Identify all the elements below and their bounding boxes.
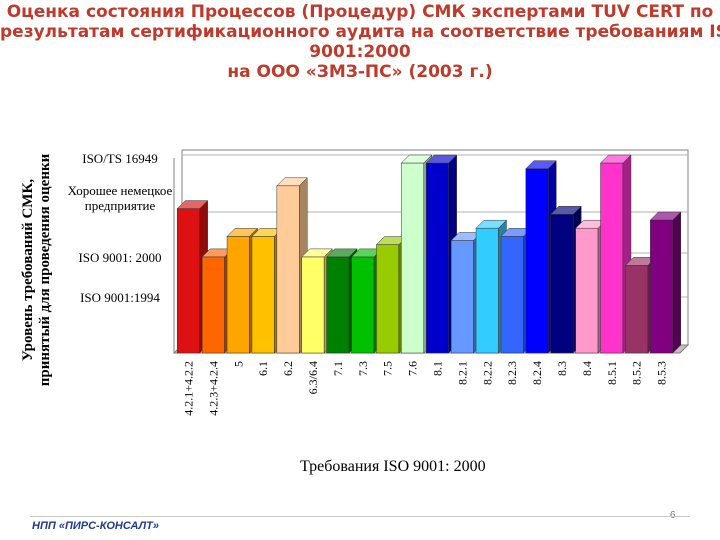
level-label-good-german-company: Хорошее немецкое предприятие: [67, 183, 173, 213]
bar-top-15: [550, 206, 582, 215]
x-tick-label-12: 8.2.2: [480, 361, 494, 385]
bar-front-17: [600, 162, 624, 354]
bar-top-0: [176, 200, 209, 209]
x-tick-label-19: 8.5.3: [655, 361, 669, 385]
bar-top-2: [226, 228, 259, 237]
x-tick-label-7: 7.3: [356, 361, 370, 376]
bar-front-10: [425, 162, 449, 354]
bar-front-14: [525, 168, 549, 354]
x-tick-label-13: 8.2.3: [505, 361, 519, 385]
bar-side-19: [672, 211, 682, 354]
title-line: 9001:2000: [309, 42, 411, 62]
x-tick-label-6: 7.1: [331, 361, 345, 376]
footer-divider: [30, 516, 690, 517]
title-line: результатам сертификационного аудита на …: [0, 22, 720, 42]
title-line: Оценка состояния Процессов (Процедур) СМ…: [6, 2, 714, 22]
x-axis-label: Требования ISO 9001: 2000: [300, 458, 486, 475]
bar-front-5: [301, 256, 325, 354]
x-tick-label-11: 8.2.1: [455, 361, 469, 385]
level-label-iso-ts-16949: ISO/TS 16949: [82, 151, 158, 166]
bar-front-13: [500, 236, 524, 354]
bar-front-11: [450, 240, 474, 354]
bar-front-7: [351, 256, 375, 354]
bar-front-9: [401, 162, 425, 354]
x-tick-label-1: 4.2.3+4.2.4: [206, 361, 220, 416]
bar-top-14: [525, 160, 557, 169]
bar-front-6: [326, 256, 350, 354]
x-tick-label-17: 8.5.1: [605, 361, 619, 385]
bar-front-19: [650, 219, 674, 354]
level-label-iso-2000: ISO 9001: 2000: [78, 250, 162, 265]
bar-front-12: [475, 227, 499, 354]
bar-top-9: [400, 154, 433, 164]
x-tick-label-3: 6.1: [256, 361, 270, 376]
x-tick-label-15: 8.3: [555, 361, 569, 376]
bar-front-3: [251, 236, 275, 354]
level-label-iso-1994: ISO 9001:1994: [80, 290, 160, 305]
bar-top-4: [276, 177, 308, 187]
bar-front-1: [201, 256, 225, 354]
bar-top-6: [326, 248, 358, 258]
footer-company: НПП «ПИРС-КОНСАЛТ»: [32, 520, 159, 532]
bar-front-0: [176, 208, 200, 354]
bar-front-2: [226, 236, 250, 354]
x-tick-label-14: 8.2.4: [530, 361, 544, 385]
x-tick-label-5: 6.3/6.4: [306, 361, 320, 394]
bar-front-8: [376, 244, 400, 354]
x-tick-label-9: 7.6: [406, 361, 420, 376]
bar-top-19: [649, 211, 682, 221]
x-tick-label-2: 5: [231, 361, 245, 367]
page-number: 6: [670, 510, 676, 521]
x-tick-label-16: 8.4: [580, 361, 594, 376]
bar-front-4: [276, 185, 300, 354]
x-tick-label-0: 4.2.1+4.2.2: [181, 361, 195, 416]
x-tick-label-10: 8.1: [430, 361, 444, 376]
bar-front-18: [625, 265, 649, 354]
x-tick-label-18: 8.5.2: [630, 361, 644, 385]
x-tick-label-4: 6.2: [281, 361, 295, 376]
bar-top-12: [475, 219, 508, 229]
bar-top-10: [425, 154, 458, 164]
x-tick-label-8: 7.5: [381, 361, 395, 376]
bar-top-5: [301, 248, 333, 258]
title-line: на ООО «ЗМЗ-ПС» (2003 г.): [227, 62, 493, 82]
bar-front-15: [550, 214, 574, 354]
bar-front-16: [575, 227, 599, 354]
bar-top-17: [599, 154, 632, 164]
slide-title: Оценка состояния Процессов (Процедур) СМ…: [0, 2, 720, 82]
